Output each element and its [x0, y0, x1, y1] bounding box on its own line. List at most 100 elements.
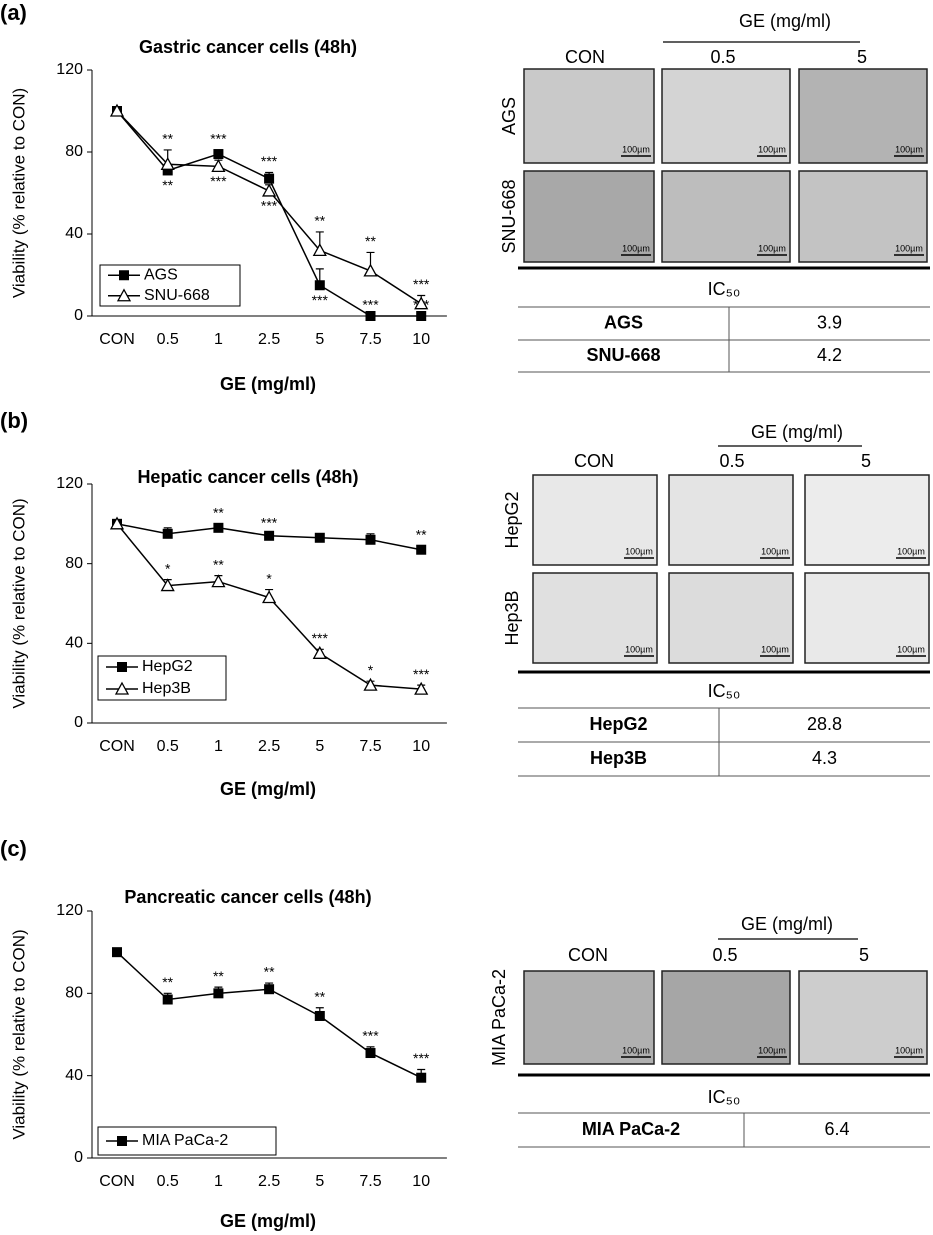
scale-bar-label: 100µm [622, 243, 650, 253]
legend-marker [116, 288, 132, 302]
micrograph [661, 68, 791, 164]
marker [314, 1010, 325, 1021]
micrograph [804, 572, 930, 664]
column-label: 0.5 [712, 945, 737, 965]
significance-label: ** [416, 526, 427, 542]
table-cell: HepG2 [589, 714, 647, 734]
row-label: AGS [499, 97, 519, 135]
x-tick-label: CON [99, 738, 135, 755]
marker [211, 574, 226, 588]
x-tick-label: 1 [214, 738, 223, 755]
table-cell: 6.4 [824, 1119, 849, 1139]
scale-bar-label: 100µm [895, 1045, 923, 1055]
scale-bar-label: 100µm [895, 243, 923, 253]
marker [162, 528, 173, 539]
table-cell: 4.2 [817, 345, 842, 365]
row-label: SNU-668 [499, 179, 519, 253]
marker [112, 947, 122, 958]
panel-label: (b) [0, 408, 28, 433]
table-cell: 4.3 [812, 748, 837, 768]
marker [365, 1048, 376, 1059]
x-tick-label: 1 [214, 331, 223, 348]
scale-bar-label: 100µm [895, 144, 923, 154]
micrograph [523, 68, 655, 164]
panel-label: (a) [0, 0, 27, 25]
significance-label: *** [362, 297, 379, 313]
x-tick-label: 7.5 [359, 738, 381, 755]
marker [264, 984, 275, 995]
x-tick-label: CON [99, 1173, 135, 1190]
marker [262, 183, 277, 197]
row-label: Hep3B [502, 590, 522, 645]
micrograph [798, 170, 928, 263]
marker [365, 534, 376, 545]
legend-box [97, 1126, 277, 1156]
marker [211, 158, 226, 172]
significance-label: ** [365, 233, 376, 249]
line-chart: Gastric cancer cells (48h) GE (mg/ml) Viab… [9, 37, 447, 394]
significance-label: ** [162, 131, 173, 147]
significance-label: * [368, 662, 374, 678]
significance-label: *** [261, 198, 278, 214]
column-label: CON [574, 451, 614, 471]
significance-label: ** [314, 988, 325, 1004]
marker [160, 156, 175, 170]
scale-bar-label: 100µm [897, 644, 925, 654]
x-tick-label: 7.5 [359, 1173, 381, 1190]
scale-bar-label: 100µm [625, 546, 653, 556]
micrograph [661, 970, 791, 1065]
x-tick-label: CON [99, 331, 135, 348]
scale-bar-label: 100µm [758, 144, 786, 154]
y-tick-label: 0 [74, 1149, 83, 1166]
marker [312, 243, 327, 257]
significance-label: ** [213, 505, 224, 521]
y-tick-label: 80 [65, 143, 83, 160]
x-tick-label: 5 [315, 331, 324, 348]
legend-marker [117, 1136, 127, 1146]
legend-marker [114, 681, 130, 695]
x-tick-label: 0.5 [157, 738, 179, 755]
x-tick-label: 0.5 [157, 1173, 179, 1190]
marker [414, 681, 429, 695]
significance-label: *** [210, 131, 227, 147]
marker [262, 590, 277, 604]
micrograph [804, 474, 930, 566]
column-label: 5 [857, 47, 867, 67]
micrograph [661, 170, 791, 263]
x-axis-label: GE (mg/ml) [220, 374, 316, 394]
x-axis-label: GE (mg/ml) [220, 779, 316, 799]
y-axis-label: Viability (% relative to CON) [9, 88, 28, 298]
table-cell: 3.9 [817, 312, 842, 332]
marker [213, 522, 224, 533]
x-tick-label: 10 [412, 1173, 430, 1190]
x-tick-label: 10 [412, 738, 430, 755]
y-tick-label: 120 [56, 61, 83, 78]
micrograph [523, 970, 655, 1065]
y-tick-label: 40 [65, 225, 83, 242]
marker [109, 103, 125, 117]
marker [363, 677, 378, 691]
marker [160, 578, 175, 592]
significance-label: ** [314, 213, 325, 229]
micrograph [532, 474, 658, 566]
marker [162, 165, 173, 176]
chart-title: Gastric cancer cells (48h) [139, 37, 357, 57]
row-label: HepG2 [502, 491, 522, 548]
significance-label: * [165, 560, 171, 576]
marker [416, 311, 427, 321]
scale-bar-label: 100µm [758, 243, 786, 253]
significance-label: *** [261, 514, 278, 530]
table-header: IC₅₀ [708, 279, 741, 299]
x-axis-label: GE (mg/ml) [220, 1211, 316, 1231]
marker [416, 544, 427, 555]
y-tick-label: 40 [65, 1067, 83, 1084]
y-tick-label: 0 [74, 714, 83, 731]
significance-label: *** [362, 1028, 379, 1044]
line-chart: Pancreatic cancer cells (48h) GE (mg/ml) V… [9, 887, 447, 1231]
significance-label: *** [261, 153, 278, 169]
x-tick-label: 7.5 [359, 331, 381, 348]
legend-label: AGS [144, 266, 178, 283]
micrograph [798, 68, 928, 164]
y-tick-label: 40 [65, 635, 83, 652]
micrograph [668, 572, 794, 664]
